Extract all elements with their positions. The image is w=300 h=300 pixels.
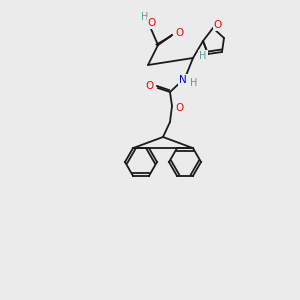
Text: N: N: [179, 75, 187, 85]
Text: H: H: [141, 12, 149, 22]
Text: O: O: [148, 18, 156, 28]
Text: O: O: [214, 20, 222, 30]
Text: O: O: [146, 81, 154, 91]
Text: O: O: [175, 103, 183, 113]
Text: O: O: [175, 28, 183, 38]
Text: H: H: [199, 51, 207, 61]
Text: H: H: [190, 78, 198, 88]
